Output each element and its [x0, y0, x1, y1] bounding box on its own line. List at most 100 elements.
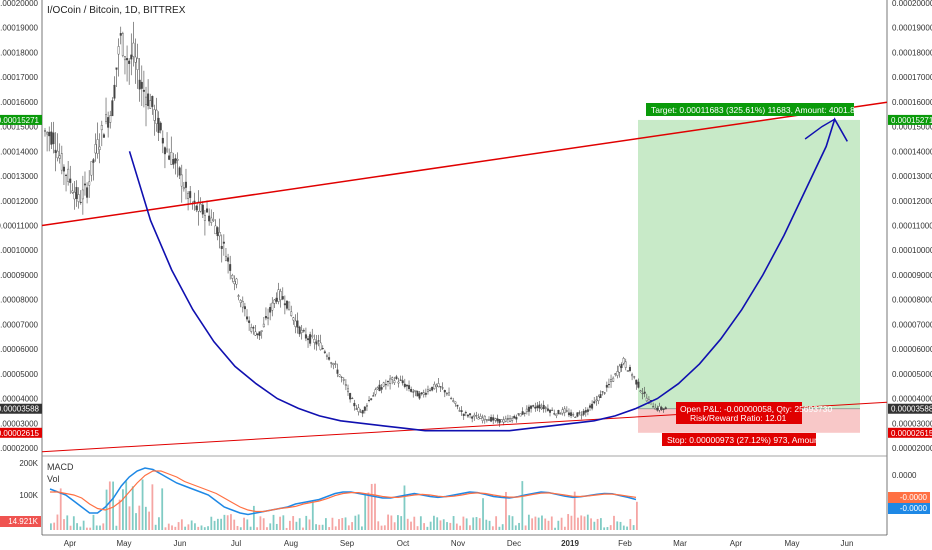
volume-bar: [403, 485, 406, 530]
candle-body: [502, 419, 505, 423]
candle-body: [279, 291, 282, 301]
time-tick: Oct: [397, 539, 410, 548]
volume-bar: [380, 525, 383, 530]
price-tick-right: 0.00019000: [892, 24, 932, 33]
volume-bar: [475, 517, 478, 530]
candle-body: [69, 178, 72, 183]
price-tick-right: 0.00012000: [892, 197, 932, 206]
candle-body: [98, 146, 101, 150]
candle-body: [456, 404, 459, 407]
volume-bar: [190, 520, 193, 530]
volume-bar: [436, 517, 439, 530]
candle-body: [401, 380, 404, 384]
candle-body: [479, 416, 482, 419]
left-price-axis[interactable]: 0.00020000 0.00019000 0.00018000 0.00017000…: [0, 0, 39, 453]
time-tick: Apr: [64, 539, 77, 548]
candle-body: [599, 394, 602, 399]
candle-body: [222, 241, 225, 244]
rounded-bottom-curve[interactable]: [128, 117, 848, 432]
volume-bar: [338, 519, 340, 530]
candle-body: [174, 158, 177, 164]
candle-body: [83, 183, 86, 186]
volume-bar: [216, 518, 219, 530]
volume-bar: [50, 523, 52, 530]
signal-marker-text: -0.0000: [900, 493, 928, 502]
candle-body: [485, 419, 488, 421]
candle-body: [187, 192, 190, 199]
volume-bar: [72, 516, 75, 530]
volume-bar: [298, 518, 301, 530]
candle-body: [652, 406, 655, 408]
candle-body: [323, 351, 326, 353]
time-tick: Sep: [340, 539, 355, 548]
volume-bar: [524, 525, 527, 530]
candle-body: [443, 390, 446, 393]
candle-body: [258, 331, 261, 336]
candle-body: [511, 418, 514, 421]
candle-body: [597, 396, 600, 401]
volume-bar: [275, 523, 278, 530]
candle-body: [212, 219, 215, 221]
candle-body: [416, 390, 419, 397]
candle-body: [576, 412, 579, 417]
volume-bar: [180, 519, 183, 530]
target-label[interactable]: Target: 0.00011683 (325.61%) 11683, Amou…: [646, 103, 855, 116]
price-tick-left: 0.00014000: [0, 147, 39, 156]
volume-bar: [266, 527, 268, 530]
volume-bar: [400, 516, 403, 530]
volume-bar: [66, 515, 69, 530]
volume-bar: [449, 522, 452, 530]
price-marker-label: 0.00003588: [891, 405, 932, 414]
volume-bar: [482, 498, 484, 530]
volume-bar: [125, 481, 128, 530]
candle-body: [509, 418, 512, 422]
candle-body: [544, 407, 547, 409]
volume-bar: [243, 517, 245, 530]
candle-body: [391, 377, 394, 380]
candle-body: [500, 419, 503, 423]
upper-trendline[interactable]: [41, 101, 888, 227]
candle-body: [52, 132, 55, 145]
candle-body: [622, 358, 625, 364]
price-marker-label: 0.00015271: [891, 116, 932, 125]
candle-body: [252, 327, 255, 329]
price-tick-left: 0.00013000: [0, 172, 39, 181]
candle-body: [380, 387, 383, 390]
candle-body: [633, 376, 636, 378]
price-tick-left: 0.00004000: [0, 395, 39, 404]
candle-body: [130, 54, 133, 60]
right-price-axis[interactable]: 0.00020000 0.00019000 0.00018000 0.00017000…: [892, 0, 932, 453]
stop-label[interactable]: Stop: 0.00000973 (27.12%) 973, Amount: 7…: [662, 433, 840, 446]
candle-body: [422, 392, 425, 396]
candle-body: [351, 398, 354, 400]
volume-bar: [383, 525, 386, 530]
candle-body: [521, 411, 524, 415]
open-pnl-label[interactable]: Open P&L: -0.00000058, Qty: 25693730 Ris…: [676, 402, 832, 424]
volume-bar: [305, 515, 308, 530]
volume-bar: [367, 492, 370, 530]
volume-bar: [426, 526, 429, 530]
profit-zone[interactable]: [638, 119, 860, 409]
volume-bar: [590, 518, 592, 530]
price-marker-label: 0.00015271: [0, 116, 40, 125]
price-tick-left: 0.00005000: [0, 370, 39, 379]
candle-body: [283, 303, 286, 306]
volume-bar: [452, 516, 455, 530]
candle-body: [645, 397, 648, 402]
volume-bar: [518, 522, 520, 530]
right-price-markers: 0.00015271 0.00003588 0.00002615: [888, 114, 932, 438]
volume-bar: [226, 515, 229, 530]
candle-body: [357, 407, 360, 412]
candle-body: [414, 389, 417, 392]
candle-body: [264, 316, 267, 319]
curve-hook-stroke[interactable]: [804, 118, 836, 140]
volume-bar: [429, 521, 432, 530]
volume-bar: [439, 520, 442, 530]
candle-body: [582, 410, 585, 415]
time-axis[interactable]: Apr May Jun Jul Aug Sep Oct Nov Dec 2019 Feb Mar Apr…: [64, 539, 854, 548]
candle-body: [161, 137, 164, 144]
volume-bar: [213, 520, 216, 530]
chart-title: I/OCoin / Bitcoin, 1D, BITTREX: [47, 5, 186, 16]
stop-label-bg: [662, 433, 816, 446]
